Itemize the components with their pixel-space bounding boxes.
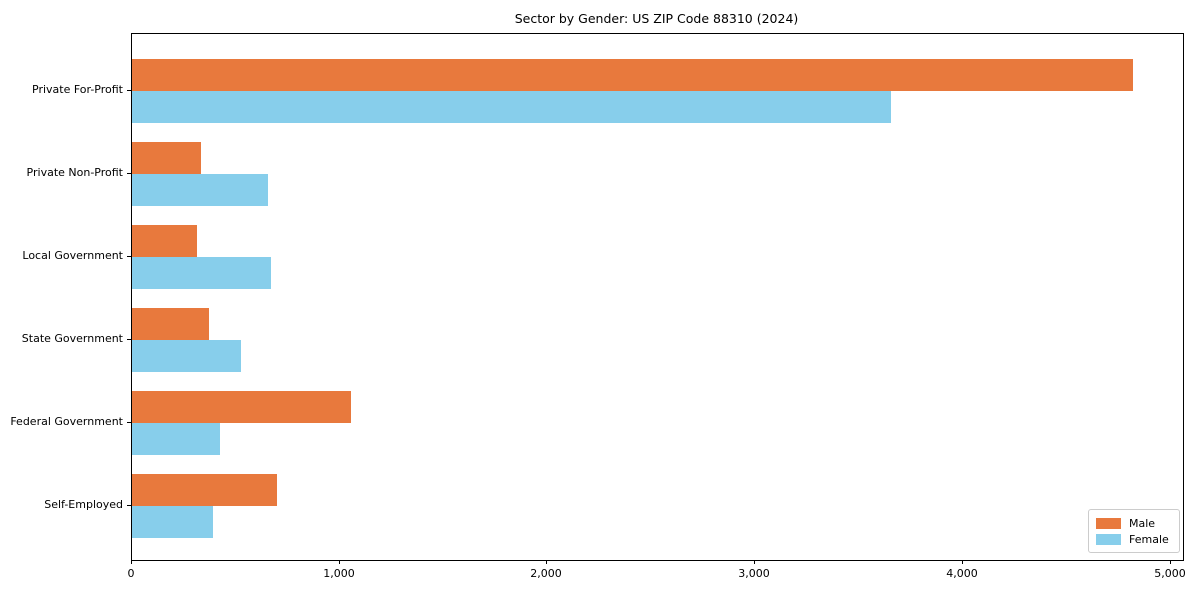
bar-female-self-employed bbox=[132, 506, 213, 538]
y-tick-mark bbox=[127, 339, 131, 340]
bar-male-local-government bbox=[132, 225, 197, 257]
chart-title: Sector by Gender: US ZIP Code 88310 (202… bbox=[514, 11, 799, 26]
y-tick-label: Federal Government bbox=[10, 415, 123, 428]
x-tick-mark bbox=[546, 560, 547, 564]
x-tick-mark bbox=[754, 560, 755, 564]
plot-area bbox=[131, 33, 1184, 561]
bar-female-state-government bbox=[132, 340, 241, 372]
y-tick-mark bbox=[127, 505, 131, 506]
x-tick-label: 2,000 bbox=[530, 567, 562, 580]
bar-male-self-employed bbox=[132, 474, 277, 506]
legend-label-male: Male bbox=[1129, 516, 1156, 530]
x-tick-label: 0 bbox=[127, 567, 135, 580]
legend-entry-female: Female bbox=[1096, 531, 1171, 547]
bar-male-state-government bbox=[132, 308, 209, 340]
x-tick-mark bbox=[962, 560, 963, 564]
y-tick-mark bbox=[127, 256, 131, 257]
x-tick-label: 5,000 bbox=[1154, 567, 1186, 580]
y-tick-mark bbox=[127, 173, 131, 174]
legend-swatch-male bbox=[1096, 517, 1121, 529]
x-tick-mark bbox=[131, 560, 132, 564]
legend-entry-male: Male bbox=[1096, 515, 1171, 531]
x-tick-label: 4,000 bbox=[946, 567, 978, 580]
y-tick-label: Local Government bbox=[22, 249, 123, 262]
bar-male-private-for-profit bbox=[132, 59, 1133, 91]
y-tick-label: Private For-Profit bbox=[32, 83, 123, 96]
y-tick-mark bbox=[127, 90, 131, 91]
bar-male-federal-government bbox=[132, 391, 351, 423]
bar-female-private-non-profit bbox=[132, 174, 268, 206]
legend-swatch-female bbox=[1096, 533, 1121, 545]
x-tick-mark bbox=[339, 560, 340, 564]
y-tick-label: Self-Employed bbox=[44, 498, 123, 511]
y-tick-label: Private Non-Profit bbox=[26, 166, 123, 179]
legend-label-female: Female bbox=[1129, 532, 1169, 546]
bar-female-federal-government bbox=[132, 423, 220, 455]
x-tick-label: 1,000 bbox=[323, 567, 355, 580]
bar-male-private-non-profit bbox=[132, 142, 201, 174]
bar-female-private-for-profit bbox=[132, 91, 891, 123]
x-tick-label: 3,000 bbox=[738, 567, 770, 580]
x-tick-mark bbox=[1170, 560, 1171, 564]
legend: Male Female bbox=[1088, 509, 1180, 553]
y-tick-label: State Government bbox=[21, 332, 123, 345]
bar-female-local-government bbox=[132, 257, 271, 289]
y-tick-mark bbox=[127, 422, 131, 423]
